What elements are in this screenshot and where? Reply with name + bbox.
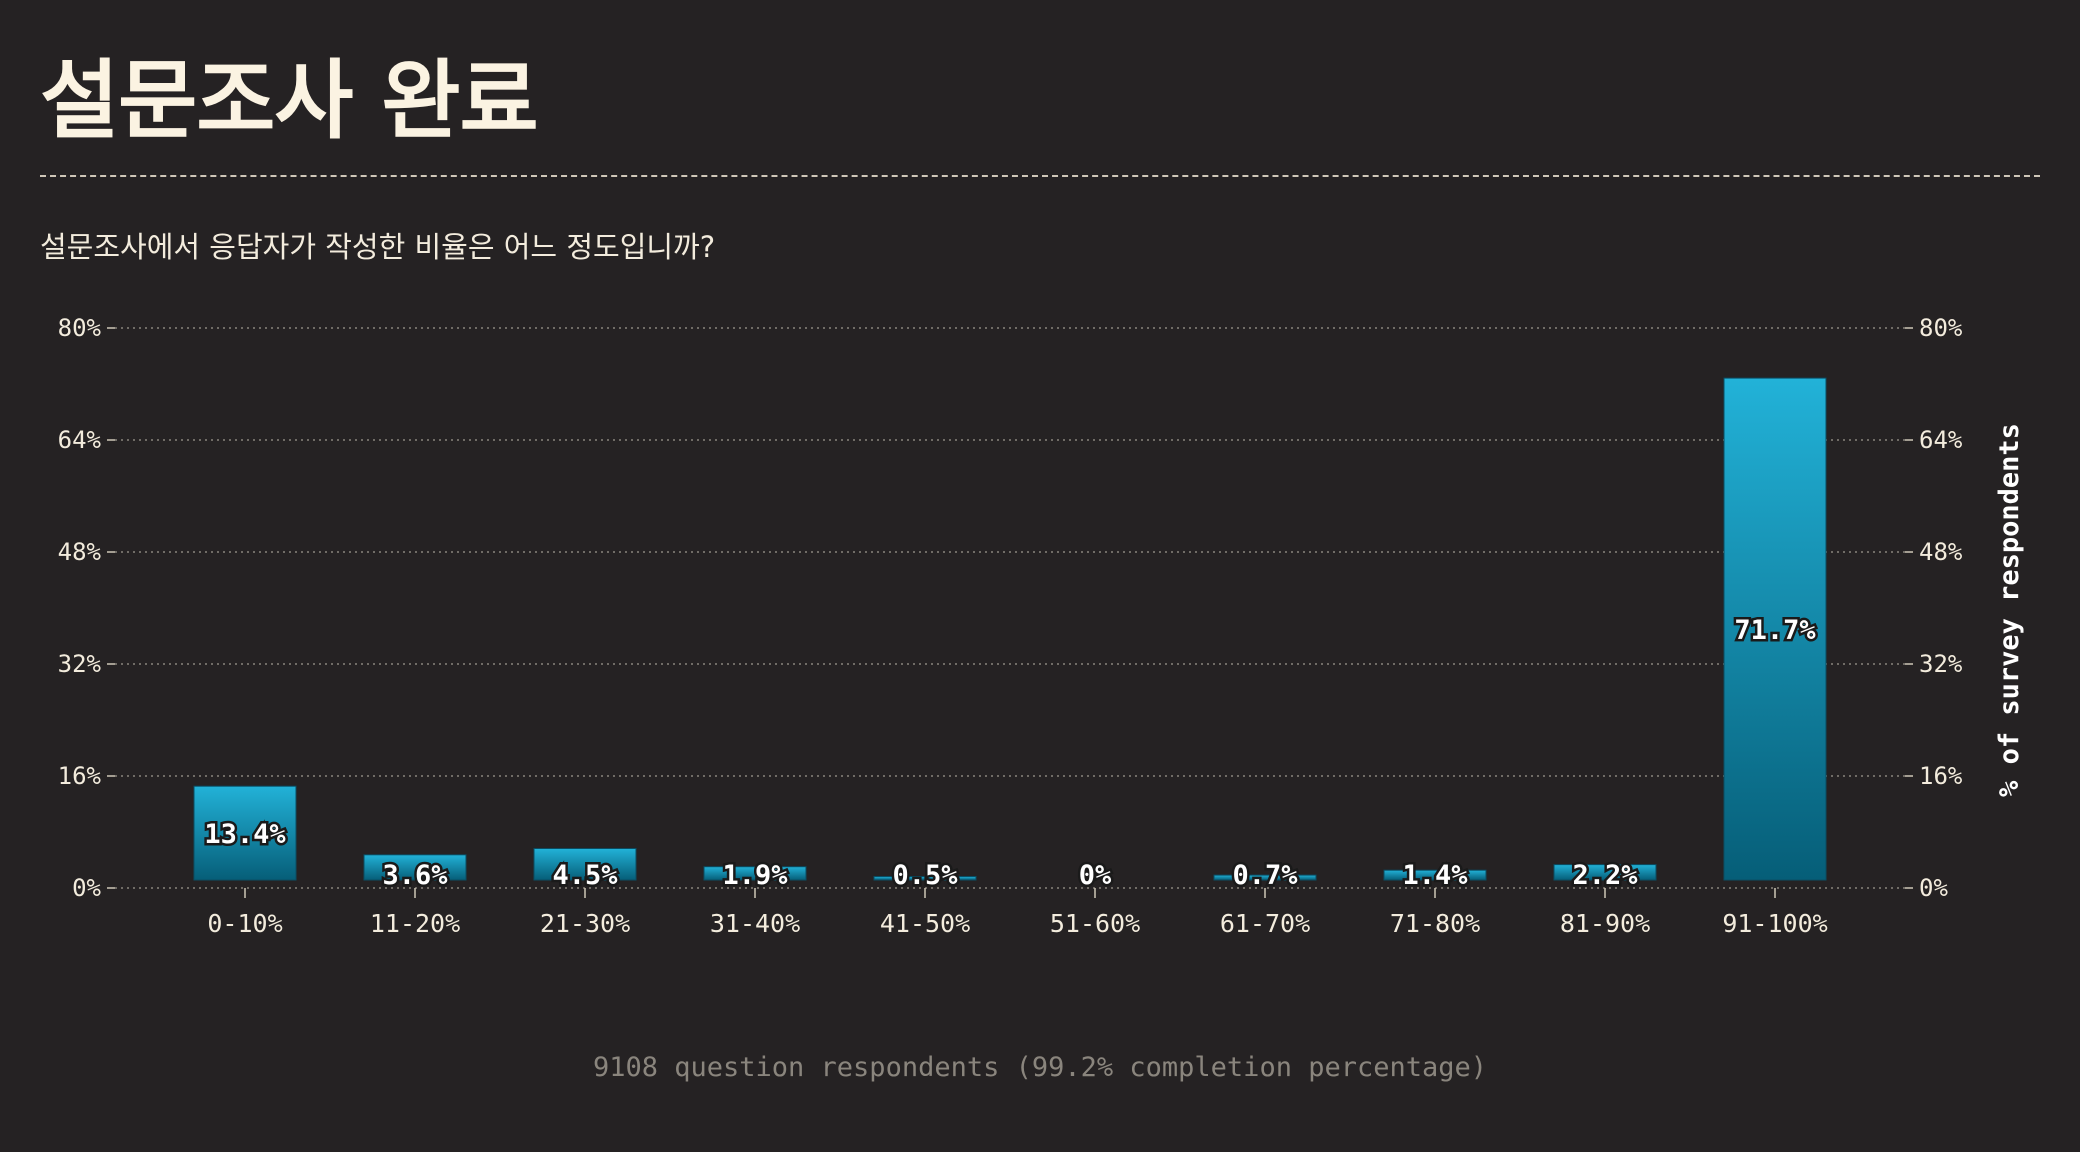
bar-value-label: 0.5%	[892, 860, 958, 891]
x-tick-label: 81-90%	[1560, 909, 1650, 938]
x-tick-label: 51-60%	[1050, 909, 1140, 938]
bar-value-label: 3.6%	[382, 860, 448, 891]
x-tick-label: 31-40%	[710, 909, 800, 938]
bar-value-label: 2.2%	[1572, 860, 1638, 891]
bar-81-90%	[1553, 864, 1657, 881]
bar-0-10%	[193, 785, 297, 881]
right-tick-label: 48%	[1919, 538, 1963, 566]
x-tick-label: 21-30%	[540, 909, 630, 938]
x-tick-label: 71-80%	[1390, 909, 1480, 938]
survey-question: 설문조사에서 응답자가 작성한 비율은 어느 정도입니까?	[40, 230, 716, 264]
right-tick-label: 32%	[1919, 650, 1963, 678]
x-tick-label: 11-20%	[370, 909, 460, 938]
x-tick-label: 61-70%	[1220, 909, 1310, 938]
bars	[193, 377, 1827, 881]
bar-value-label: 0%	[1079, 860, 1112, 891]
bar-21-30%	[533, 848, 637, 881]
bar-91-100%	[1723, 377, 1827, 881]
bar-value-label: 4.5%	[552, 860, 618, 891]
right-tick-label: 64%	[1919, 426, 1963, 454]
x-tick-label: 41-50%	[880, 909, 970, 938]
page-title: 설문조사 완료	[40, 51, 539, 151]
right-tick-label: 80%	[1919, 314, 1963, 342]
y-axis-title: % of survey respondents	[1994, 423, 2025, 797]
bar-value-label: 1.4%	[1402, 860, 1468, 891]
bar-value-label: 0.7%	[1232, 860, 1298, 891]
bar-value-label: 71.7%	[1734, 615, 1816, 646]
bar-value-label: 13.4%	[204, 819, 286, 850]
x-tick-label: 0-10%	[207, 909, 282, 938]
axes: 0% 0% 16% 16% 32% 32% 48% 48% 64% 64% 80% 80% 0-10% 1…	[58, 314, 1963, 938]
left-tick-label: 64%	[58, 426, 102, 454]
respondent-footnote: 9108 question respondents (99.2% complet…	[592, 1052, 1488, 1083]
right-tick-label: 0%	[1919, 874, 1948, 902]
left-tick-label: 80%	[58, 314, 102, 342]
left-tick-label: 0%	[72, 874, 101, 902]
x-tick-label: 91-100%	[1722, 909, 1827, 938]
left-tick-label: 48%	[58, 538, 102, 566]
bar-11-20%	[363, 854, 467, 881]
left-tick-label: 16%	[58, 762, 102, 790]
left-tick-label: 32%	[58, 650, 102, 678]
grid-lines	[115, 327, 1905, 889]
right-tick-label: 16%	[1919, 762, 1963, 790]
bar-71-80%	[1383, 869, 1487, 881]
bar-41-50%	[873, 876, 977, 881]
bar-value-label: 1.9%	[722, 860, 788, 891]
title-divider	[40, 175, 2040, 177]
bar-31-40%	[703, 866, 807, 881]
bar-value-labels: 13.4% 3.6% 4.5% 1.9% 0.5% 0% 0.7% 1.4% 2.2% 71.7%	[202, 613, 1819, 894]
bar-61-70%	[1213, 874, 1317, 881]
